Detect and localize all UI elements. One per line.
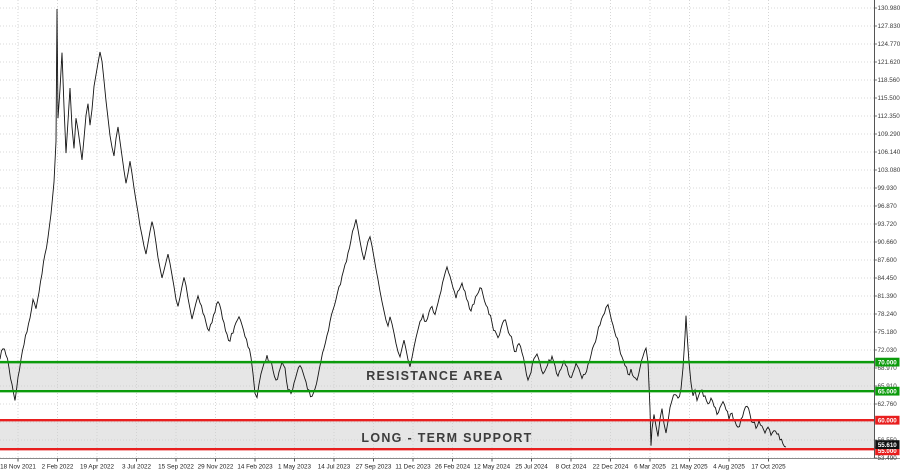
- y-tick-label: 127.830: [878, 23, 900, 30]
- long-term-support-label[interactable]: LONG - TERM SUPPORT: [361, 431, 533, 445]
- support-lower-price-box: 55.000: [875, 446, 900, 456]
- x-tick-label: 12 May 2024: [474, 464, 511, 471]
- x-tick-label: 1 May 2023: [278, 464, 311, 471]
- y-tick-label: 118.560: [878, 77, 900, 84]
- price-series: [0, 8, 787, 448]
- y-tick-label: 121.620: [878, 59, 900, 66]
- x-tick-label: 6 Mar 2025: [634, 464, 666, 471]
- x-tick-label: 14 Jul 2023: [318, 464, 351, 471]
- x-tick-label: 8 Oct 2024: [556, 464, 587, 471]
- x-tick-label: 18 Nov 2021: [0, 464, 36, 471]
- current-price-box: 55.610: [875, 440, 900, 449]
- resistance-lower-price-box: 65.000: [875, 386, 900, 396]
- y-tick-label: 75.180: [878, 329, 898, 336]
- x-tick-label: 22 Dec 2024: [593, 464, 629, 471]
- resistance-upper-price-box: 70.000: [875, 357, 900, 367]
- x-axis-labels: 18 Nov 2021 2 Feb 2022 19 Apr 2022 3 Jul 20…: [0, 458, 786, 471]
- x-tick-label: 14 Feb 2023: [237, 464, 273, 471]
- y-tick-label: 65.910: [878, 383, 898, 390]
- x-tick-label: 4 Aug 2025: [713, 464, 745, 471]
- support-upper-price-box: 60.000: [875, 415, 900, 425]
- y-tick-label: 87.600: [878, 257, 898, 264]
- x-tick-label: 15 Sep 2022: [158, 464, 194, 471]
- y-tick-label: 103.080: [878, 167, 900, 174]
- axes: [0, 0, 900, 459]
- y-tick-label: 112.350: [878, 113, 900, 120]
- y-tick-label: 90.660: [878, 239, 898, 246]
- y-tick-label: 84.450: [878, 275, 898, 282]
- x-tick-label: 11 Dec 2023: [395, 464, 431, 471]
- y-tick-label: 106.140: [878, 149, 900, 156]
- y-tick-label: 72.030: [878, 347, 898, 354]
- svg-text:55.610: 55.610: [878, 442, 897, 449]
- y-tick-label: 124.770: [878, 41, 900, 48]
- svg-text:55.000: 55.000: [878, 448, 897, 455]
- x-tick-label: 17 Oct 2025: [751, 464, 786, 471]
- svg-text:65.000: 65.000: [878, 388, 897, 395]
- y-tick-label: 78.240: [878, 311, 898, 318]
- y-tick-label: 68.970: [878, 365, 898, 372]
- x-tick-label: 26 Feb 2024: [435, 464, 471, 471]
- y-tick-label: 109.290: [878, 131, 900, 138]
- y-tick-label: 99.930: [878, 185, 898, 192]
- x-tick-label: 2 Feb 2022: [42, 464, 74, 471]
- y-tick-label: 62.760: [878, 401, 898, 408]
- y-tick-label: 96.870: [878, 203, 898, 210]
- x-tick-label: 25 Jul 2024: [515, 464, 548, 471]
- svg-text:60.000: 60.000: [878, 417, 897, 424]
- x-tick-label: 29 Nov 2022: [198, 464, 234, 471]
- y-tick-label: 81.390: [878, 293, 898, 300]
- x-tick-label: 21 May 2025: [671, 464, 708, 471]
- x-tick-label: 3 Jul 2022: [122, 464, 152, 471]
- x-tick-label: 19 Apr 2022: [80, 464, 114, 471]
- y-tick-label: 53.490: [878, 455, 898, 462]
- resistance-area-label[interactable]: RESISTANCE AREA: [366, 369, 504, 383]
- y-tick-label: 93.720: [878, 221, 898, 228]
- svg-text:70.000: 70.000: [878, 359, 897, 366]
- x-tick-label: 27 Sep 2023: [356, 464, 392, 471]
- y-tick-label: 115.500: [878, 95, 900, 102]
- y-tick-label: 130.980: [878, 5, 900, 12]
